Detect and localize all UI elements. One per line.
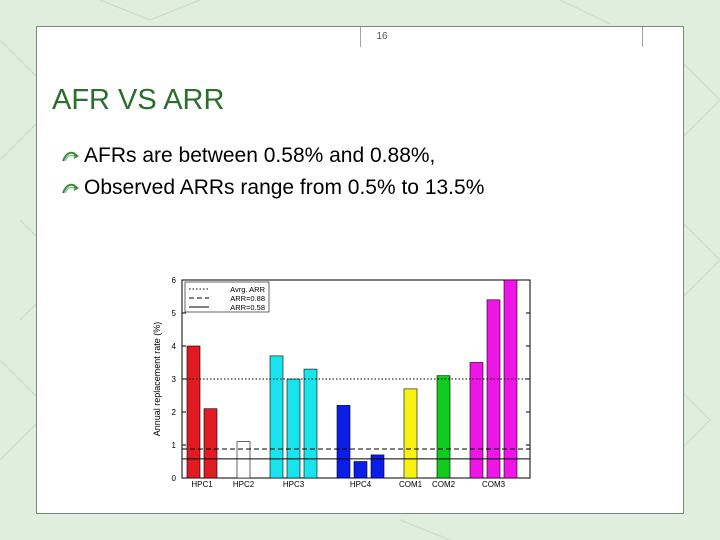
bar [336,405,351,479]
bar [203,408,218,479]
bullet-text: Observed ARRs range from 0.5% to 13.5% [84,176,485,199]
bullet-text: AFRs are between 0.58% and 0.88%, [84,144,436,167]
bar [469,362,484,479]
x-tick-label: HPC3 [283,480,305,489]
y-axis-label: Annual replacement rate (%) [152,322,162,437]
x-tick-label: HPC2 [233,480,255,489]
x-tick-label: COM1 [399,480,423,489]
x-tick-label: HPC1 [191,480,213,489]
x-tick-label: COM3 [482,480,506,489]
bar [186,345,201,479]
bar [236,441,251,479]
bullet-item: Observed ARRs range from 0.5% to 13.5% [62,172,484,204]
bar [303,368,318,479]
bullet-item: AFRs are between 0.58% and 0.88%, [62,140,484,172]
y-tick-label: 6 [172,276,177,285]
y-tick-label: 4 [172,342,177,351]
legend-label: ARR=0.58 [230,303,265,312]
bar [269,355,284,479]
bar [286,378,301,479]
y-tick-label: 1 [172,441,177,450]
bar [403,388,418,479]
y-tick-label: 3 [172,375,177,384]
legend-label: ARR=0.88 [230,294,265,303]
x-tick-label: HPC4 [350,480,372,489]
top-divider-right [642,27,643,47]
y-tick-label: 0 [172,474,177,483]
y-tick-label: 5 [172,309,177,318]
legend-label: Avrg. ARR [230,285,265,294]
ribbon-arrow-icon [62,151,79,162]
bar [353,461,368,479]
slide-title: AFR VS ARR [52,84,225,116]
ribbon-arrow-icon [62,183,79,194]
bar-chart: 0 1 2 3 4 5 6 Annual replacement rate (%) HPC1 HP… [152,276,531,489]
bar [370,454,385,479]
bar [436,375,451,479]
page-number: 16 [376,31,388,42]
top-divider-left [360,27,361,47]
y-tick-label: 2 [172,408,177,417]
x-tick-label: COM2 [432,480,456,489]
bullet-list: AFRs are between 0.58% and 0.88%, Observ… [62,140,484,204]
bar [486,299,501,479]
